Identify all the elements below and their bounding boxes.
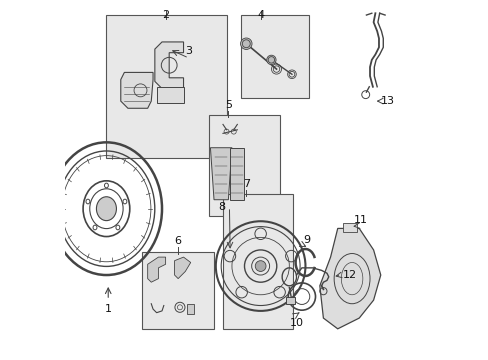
Text: 1: 1 — [104, 304, 111, 314]
Polygon shape — [147, 257, 165, 282]
Polygon shape — [174, 257, 190, 279]
Bar — [241, 15, 308, 98]
Bar — [223, 194, 292, 329]
Text: 12: 12 — [343, 270, 357, 280]
Text: 3: 3 — [185, 46, 192, 56]
Polygon shape — [210, 148, 231, 200]
Polygon shape — [319, 228, 380, 329]
Bar — [106, 15, 226, 158]
Bar — [343, 223, 357, 232]
Polygon shape — [121, 72, 153, 108]
Text: 4: 4 — [257, 10, 264, 20]
Ellipse shape — [96, 197, 116, 221]
Bar — [142, 252, 214, 329]
Text: 10: 10 — [289, 318, 303, 328]
Polygon shape — [155, 42, 183, 89]
Bar — [285, 297, 294, 304]
Bar — [187, 304, 194, 315]
Circle shape — [266, 55, 276, 64]
Text: 5: 5 — [224, 100, 231, 110]
Text: 7: 7 — [242, 179, 249, 189]
Text: 13: 13 — [380, 96, 394, 106]
Text: 6: 6 — [174, 237, 181, 246]
Circle shape — [240, 38, 251, 49]
Text: 8: 8 — [218, 202, 225, 212]
Circle shape — [255, 261, 265, 271]
Text: 11: 11 — [353, 215, 367, 225]
Bar — [208, 116, 280, 216]
Text: 9: 9 — [303, 235, 310, 244]
Bar — [156, 87, 183, 103]
Polygon shape — [230, 148, 244, 200]
Text: 2: 2 — [162, 10, 169, 20]
